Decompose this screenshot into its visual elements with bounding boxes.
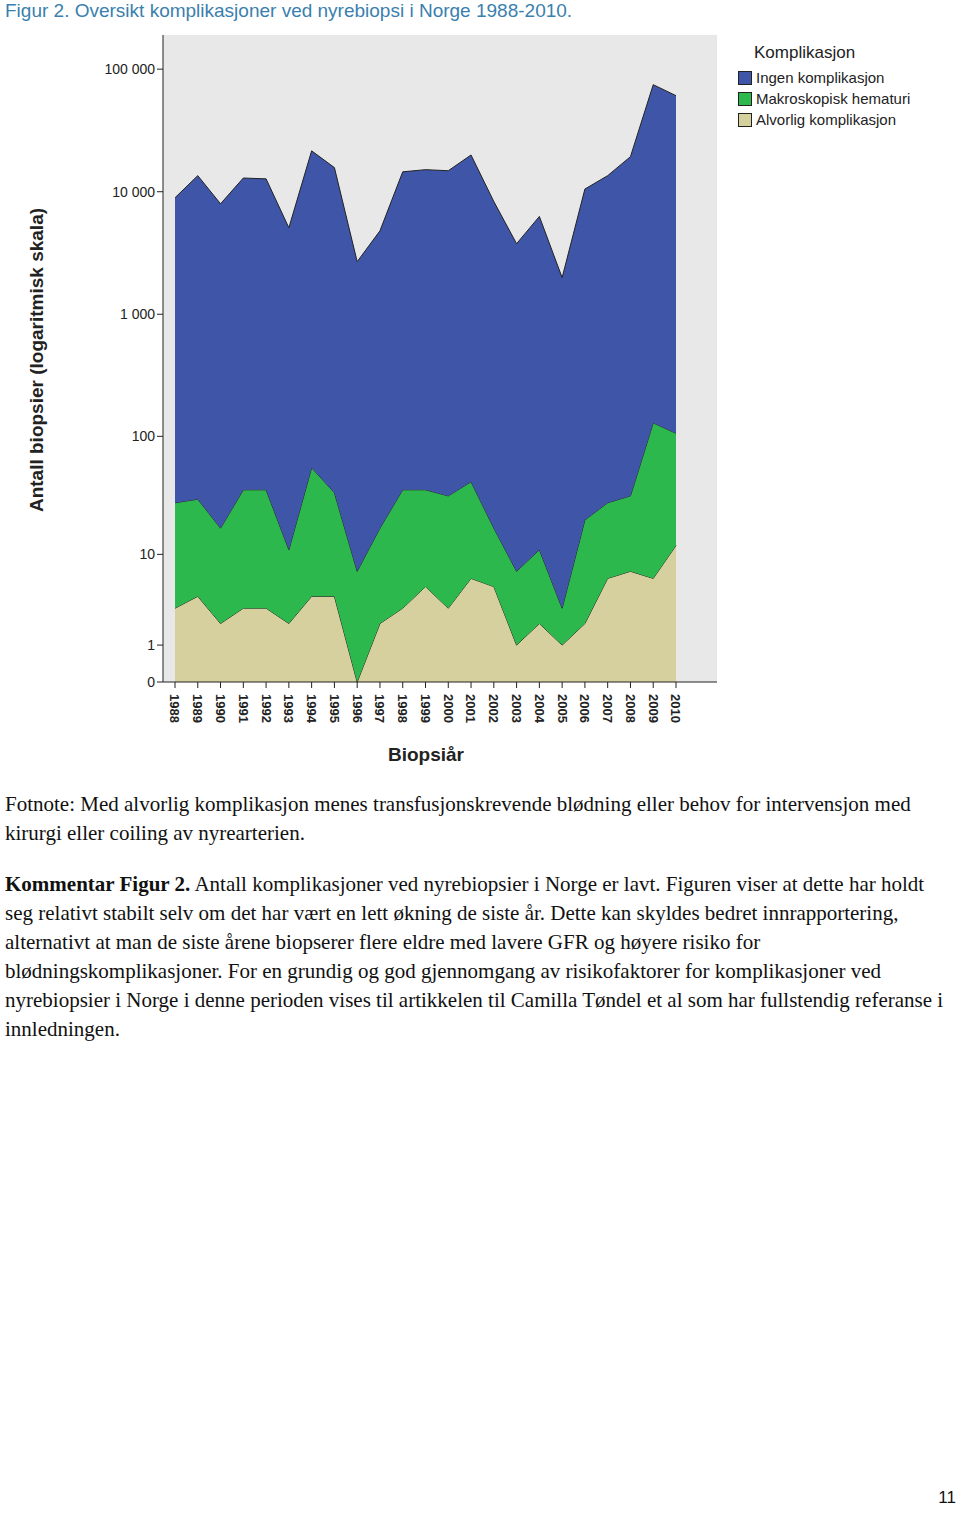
svg-text:2003: 2003 — [509, 694, 524, 723]
svg-text:2006: 2006 — [577, 694, 592, 723]
svg-text:2008: 2008 — [623, 694, 638, 723]
svg-text:1997: 1997 — [372, 694, 387, 723]
svg-text:1992: 1992 — [259, 694, 274, 723]
html-text:Komplikasjon: Komplikasjon — [754, 43, 856, 62]
svg-text:2000: 2000 — [441, 694, 456, 723]
svg-text:1999: 1999 — [418, 694, 433, 723]
svg-text:100 000: 100 000 — [104, 61, 155, 77]
svg-text:10: 10 — [139, 546, 155, 562]
svg-text:100: 100 — [132, 428, 156, 444]
html-text:Figur 2. Oversikt komplikasjon: Figur 2. Oversikt komplikasjoner ved nyr… — [5, 0, 573, 21]
svg-text:1988: 1988 — [167, 694, 182, 723]
html-text:Fotnote: Med alvorlig komplika: Fotnote: Med alvorlig komplikasjon menes… — [5, 792, 911, 845]
svg-text:2007: 2007 — [600, 694, 615, 723]
svg-text:1996: 1996 — [350, 694, 365, 723]
svg-text:1991: 1991 — [236, 694, 251, 723]
html-text:Antall biopsier (logaritmisk s: Antall biopsier (logaritmisk skala) — [26, 208, 47, 512]
svg-text:2002: 2002 — [486, 694, 501, 723]
svg-text:1990: 1990 — [213, 694, 228, 723]
html-text:Kommentar Figur 2. Antall komp: Kommentar Figur 2. Antall komplikasjoner… — [5, 872, 944, 1041]
svg-text:0: 0 — [147, 674, 155, 690]
html-text:11: 11 — [938, 1488, 956, 1507]
html-text:Makroskopisk hematuri: Makroskopisk hematuri — [756, 90, 911, 107]
svg-text:2009: 2009 — [646, 694, 661, 723]
html-text:Biopsiår: Biopsiår — [388, 744, 464, 765]
html-text:Alvorlig komplikasjon: Alvorlig komplikasjon — [756, 111, 897, 128]
svg-text:1 000: 1 000 — [120, 306, 155, 322]
svg-text:2004: 2004 — [532, 694, 547, 724]
html-text:Ingen komplikasjon: Ingen komplikasjon — [756, 69, 885, 86]
svg-text:10 000: 10 000 — [112, 184, 155, 200]
svg-text:1989: 1989 — [190, 694, 205, 723]
svg-text:2010: 2010 — [668, 694, 683, 723]
svg-text:2005: 2005 — [555, 694, 570, 723]
svg-text:1: 1 — [147, 637, 155, 653]
svg-text:1994: 1994 — [304, 694, 319, 724]
svg-text:1995: 1995 — [327, 694, 342, 723]
svg-text:1993: 1993 — [281, 694, 296, 723]
svg-text:1998: 1998 — [395, 694, 410, 723]
svg-text:2001: 2001 — [463, 694, 478, 723]
